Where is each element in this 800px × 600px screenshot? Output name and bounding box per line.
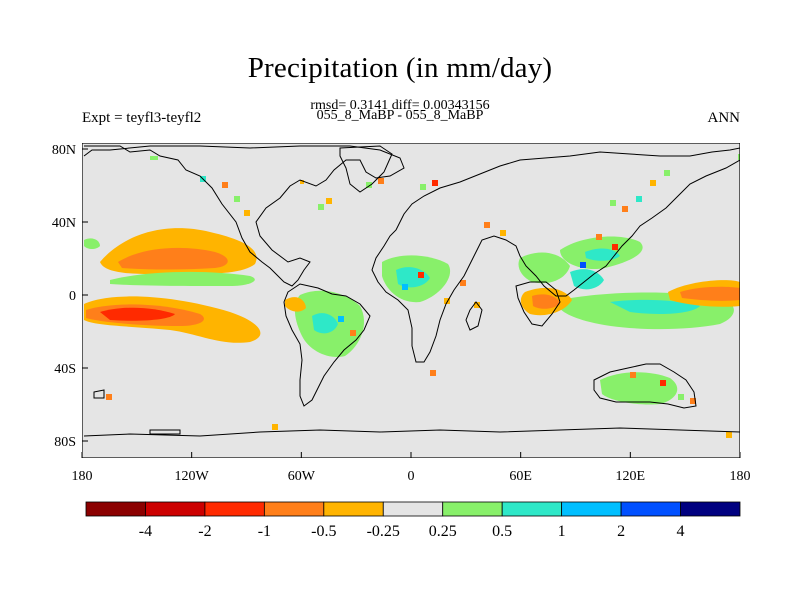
colorbar-swatch xyxy=(85,501,146,517)
colorbar-swatch xyxy=(323,501,384,517)
colorbar-swatch xyxy=(204,501,265,517)
field-positive-patch xyxy=(585,248,620,261)
coastline-greenland xyxy=(339,145,393,193)
map-axes: 180 120W 60W 0 60E 120E 180 80N 40N 0 40S 80S xyxy=(52,143,751,484)
coastline-small-island xyxy=(149,429,181,435)
field-positive-patch xyxy=(110,271,255,286)
lon-tick-label: 180 xyxy=(72,469,93,484)
colorbar-swatch xyxy=(501,501,563,517)
stats-line: rmsd= 0.3141 diff= 0.00343156 xyxy=(310,98,490,113)
coastline-australia xyxy=(593,363,697,409)
field-negative-patch xyxy=(100,307,175,321)
colorbar-label: -1 xyxy=(258,523,271,540)
lat-tick-label: 40N xyxy=(52,216,76,231)
precipitation-field xyxy=(84,154,740,438)
lon-tick-label: 60W xyxy=(288,469,316,484)
colorbar-label: 4 xyxy=(677,523,685,540)
colorbar-swatch xyxy=(620,501,681,517)
coastline-south-america xyxy=(283,283,371,407)
coastline-madagascar xyxy=(465,301,483,331)
field-negative-patch xyxy=(285,297,306,312)
map-area xyxy=(82,143,740,458)
colorbar-swatch xyxy=(561,501,622,517)
colorbar: -4 -2 -1 -0.5 -0.25 0.25 0.5 1 2 4 xyxy=(85,501,741,540)
colorbar-label: 1 xyxy=(558,523,566,540)
colorbar-label: -0.25 xyxy=(367,523,400,540)
coastline-india xyxy=(515,281,561,327)
lat-tick-label: 0 xyxy=(69,289,76,304)
season-label: ANN xyxy=(707,110,741,126)
field-positive-patch xyxy=(312,313,338,334)
coastline-north-america xyxy=(83,145,405,287)
colorbar-swatch xyxy=(145,501,206,517)
lat-tick-label: 40S xyxy=(54,362,76,377)
colorbar-swatch xyxy=(263,501,325,517)
field-positive-patch xyxy=(84,238,100,249)
experiment-label: Expt = teyfl3-teyfl2 xyxy=(82,110,202,126)
lon-tick-label: 60E xyxy=(509,469,532,484)
colorbar-label: -4 xyxy=(139,523,152,540)
field-positive-patch xyxy=(610,299,700,314)
coastline-antarctica xyxy=(83,427,740,437)
colorbar-label: 2 xyxy=(617,523,625,540)
colorbar-swatch xyxy=(680,501,741,517)
lat-tick-label: 80S xyxy=(54,435,76,450)
colorbar-label: 0.5 xyxy=(492,523,512,540)
lon-tick-label: 0 xyxy=(408,469,415,484)
field-negative-patch xyxy=(118,247,228,270)
lat-tick-label: 80N xyxy=(52,143,76,158)
colorbar-swatch xyxy=(382,501,444,517)
field-negative-patch xyxy=(532,294,560,309)
field-positive-patch xyxy=(600,372,678,405)
scattered-cells xyxy=(106,154,740,438)
period-line: 055_8_MaBP - 055_8_MaBP xyxy=(316,108,484,123)
coastline-eurasia-africa xyxy=(371,147,740,363)
colorbar-swatch xyxy=(442,501,503,517)
colorbar-label: -2 xyxy=(198,523,211,540)
coastline-small-island xyxy=(93,389,105,399)
colorbar-label: 0.25 xyxy=(429,523,457,540)
field-positive-patch xyxy=(518,252,570,284)
chart-title: Precipitation (in mm/day) xyxy=(247,52,553,84)
lon-tick-label: 120E xyxy=(616,469,646,484)
lon-tick-label: 180 xyxy=(730,469,751,484)
field-negative-patch xyxy=(680,286,740,301)
colorbar-label: -0.5 xyxy=(311,523,336,540)
lon-tick-label: 120W xyxy=(175,469,210,484)
coastlines xyxy=(83,145,740,437)
